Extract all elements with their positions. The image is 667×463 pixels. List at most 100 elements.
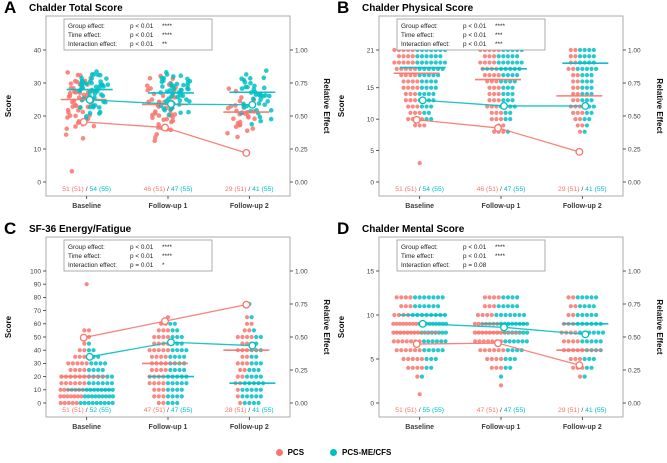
- panel-letter-d: D: [337, 219, 350, 238]
- svg-text:p < 0.01: p < 0.01: [463, 253, 487, 260]
- svg-text:10: 10: [34, 387, 42, 394]
- pcs-mecfs-dot-icon: [330, 449, 338, 456]
- svg-text:p < 0.01: p < 0.01: [463, 244, 487, 251]
- svg-text:p < 0.01: p < 0.01: [463, 23, 487, 30]
- chalder-physical-plot: 0 5 10 15 21 0.00 0.25 0.50 0.75 1.00 Baseline Foll…: [337, 15, 664, 210]
- svg-text:0.25: 0.25: [628, 146, 641, 153]
- svg-text:46 (51) / 47 (55): 46 (51) / 47 (55): [477, 186, 526, 193]
- svg-text:Follow-up 1: Follow-up 1: [482, 424, 521, 431]
- panel-chalder-total: A Chalder Total Score 0 10 20 30 40 0.00 0.25 0…: [0, 0, 333, 221]
- svg-text:Relative Effect: Relative Effect: [655, 78, 664, 133]
- svg-text:0.75: 0.75: [295, 301, 308, 308]
- svg-text:****: ****: [495, 253, 505, 260]
- panel-letter-a: A: [4, 0, 17, 17]
- svg-text:15: 15: [367, 85, 375, 92]
- svg-text:p < 0.01: p < 0.01: [130, 244, 154, 251]
- svg-text:p = 0.08: p = 0.08: [463, 262, 487, 269]
- svg-text:****: ****: [162, 23, 172, 30]
- svg-text:Interaction effect:: Interaction effect:: [68, 262, 117, 269]
- panel-letter-b: B: [337, 0, 350, 17]
- panel-letter-c: C: [4, 219, 17, 238]
- svg-text:60: 60: [34, 321, 42, 328]
- svg-text:Relative Effect: Relative Effect: [655, 299, 664, 354]
- svg-text:****: ****: [495, 244, 505, 251]
- svg-text:Baseline: Baseline: [405, 203, 434, 210]
- svg-text:*: *: [162, 262, 165, 269]
- svg-text:p < 0.01: p < 0.01: [130, 32, 154, 39]
- svg-text:Group effect:: Group effect:: [401, 244, 438, 251]
- svg-text:0.00: 0.00: [295, 400, 308, 407]
- svg-text:0: 0: [37, 179, 41, 186]
- svg-text:51 (51) / 55 (55): 51 (51) / 55 (55): [395, 407, 444, 414]
- svg-text:Score: Score: [4, 315, 13, 338]
- svg-text:80: 80: [34, 295, 42, 302]
- pcs-dot-icon: [275, 449, 283, 456]
- svg-text:Score: Score: [337, 315, 346, 338]
- svg-text:50: 50: [34, 334, 42, 341]
- svg-text:Baseline: Baseline: [72, 424, 101, 431]
- svg-text:5: 5: [370, 148, 374, 155]
- svg-text:Baseline: Baseline: [72, 203, 101, 210]
- svg-text:Group effect:: Group effect:: [68, 23, 105, 30]
- svg-text:30: 30: [34, 80, 42, 87]
- svg-text:Interaction effect:: Interaction effect:: [401, 262, 450, 269]
- svg-text:Time effect:: Time effect:: [401, 32, 434, 39]
- svg-text:0: 0: [370, 179, 374, 186]
- svg-text:Time effect:: Time effect:: [401, 253, 434, 260]
- svg-text:0.25: 0.25: [295, 146, 308, 153]
- svg-text:10: 10: [367, 116, 375, 123]
- panel-grid: A Chalder Total Score 0 10 20 30 40 0.00 0.25 0…: [0, 0, 666, 442]
- legend-label-pcs: PCS: [287, 448, 305, 457]
- svg-text:Follow-up 2: Follow-up 2: [563, 203, 602, 210]
- svg-text:0.50: 0.50: [295, 113, 308, 120]
- svg-text:51 (51) / 54 (55): 51 (51) / 54 (55): [62, 186, 111, 193]
- svg-text:28 (51) / 41 (55): 28 (51) / 41 (55): [225, 407, 274, 414]
- svg-text:1.00: 1.00: [295, 47, 308, 54]
- svg-text:Score: Score: [4, 94, 13, 117]
- chalder-mental-plot: 0 5 10 15 0.00 0.25 0.50 0.75 1.00 Baseline Follow…: [337, 236, 664, 431]
- svg-text:Interaction effect:: Interaction effect:: [401, 41, 450, 48]
- svg-text:21: 21: [367, 47, 375, 54]
- svg-text:20: 20: [34, 374, 42, 381]
- svg-text:Follow-up 1: Follow-up 1: [482, 203, 521, 210]
- panel-sf36-energy: C SF-36 Energy/Fatigue 0 10 20 30 40 50 60 70 80…: [0, 219, 333, 442]
- svg-text:Follow-up 2: Follow-up 2: [563, 424, 602, 431]
- svg-text:15: 15: [367, 268, 375, 275]
- svg-text:p < 0.01: p < 0.01: [463, 41, 487, 48]
- svg-text:p < 0.01: p < 0.01: [130, 41, 154, 48]
- svg-text:29 (51) / 41 (55): 29 (51) / 41 (55): [225, 186, 274, 193]
- svg-text:10: 10: [34, 146, 42, 153]
- svg-text:51 (51) / 54 (55): 51 (51) / 54 (55): [395, 186, 444, 193]
- svg-text:****: ****: [162, 244, 172, 251]
- svg-text:0.50: 0.50: [628, 113, 641, 120]
- svg-text:0.75: 0.75: [628, 301, 641, 308]
- chalder-total-plot: 0 10 20 30 40 0.00 0.25 0.50 0.75 1.00 Baseline Fol…: [4, 15, 331, 210]
- svg-text:100: 100: [30, 268, 41, 275]
- svg-text:Baseline: Baseline: [405, 424, 434, 431]
- svg-text:****: ****: [162, 32, 172, 39]
- svg-text:0.75: 0.75: [295, 80, 308, 87]
- svg-text:p = 0.01: p = 0.01: [130, 262, 154, 269]
- svg-text:1.00: 1.00: [628, 47, 641, 54]
- svg-text:****: ****: [495, 23, 505, 30]
- svg-text:90: 90: [34, 282, 42, 289]
- svg-text:1.00: 1.00: [628, 268, 641, 275]
- svg-text:Follow-up 2: Follow-up 2: [230, 203, 269, 210]
- svg-text:Interaction effect:: Interaction effect:: [68, 41, 117, 48]
- svg-text:Relative Effect: Relative Effect: [322, 78, 331, 133]
- svg-text:1.00: 1.00: [295, 268, 308, 275]
- svg-text:0.25: 0.25: [628, 367, 641, 374]
- svg-text:10: 10: [367, 312, 375, 319]
- svg-text:47 (51) / 47 (55): 47 (51) / 47 (55): [144, 407, 193, 414]
- panel-chalder-physical: B Chalder Physical Score 0 5 10 15 21 0.00 0.2…: [333, 0, 666, 221]
- svg-text:0.25: 0.25: [295, 367, 308, 374]
- svg-text:p < 0.01: p < 0.01: [130, 23, 154, 30]
- sf36-energy-plot: 0 10 20 30 40 50 60 70 80 90 100 0.00 0.25 0.50 0.75 1.…: [4, 236, 331, 431]
- svg-text:Group effect:: Group effect:: [68, 244, 105, 251]
- svg-text:****: ****: [162, 253, 172, 260]
- svg-text:0.00: 0.00: [628, 400, 641, 407]
- svg-text:40: 40: [34, 47, 42, 54]
- svg-text:Relative Effect: Relative Effect: [322, 299, 331, 354]
- svg-text:**: **: [162, 41, 167, 48]
- svg-text:Group effect:: Group effect:: [401, 23, 438, 30]
